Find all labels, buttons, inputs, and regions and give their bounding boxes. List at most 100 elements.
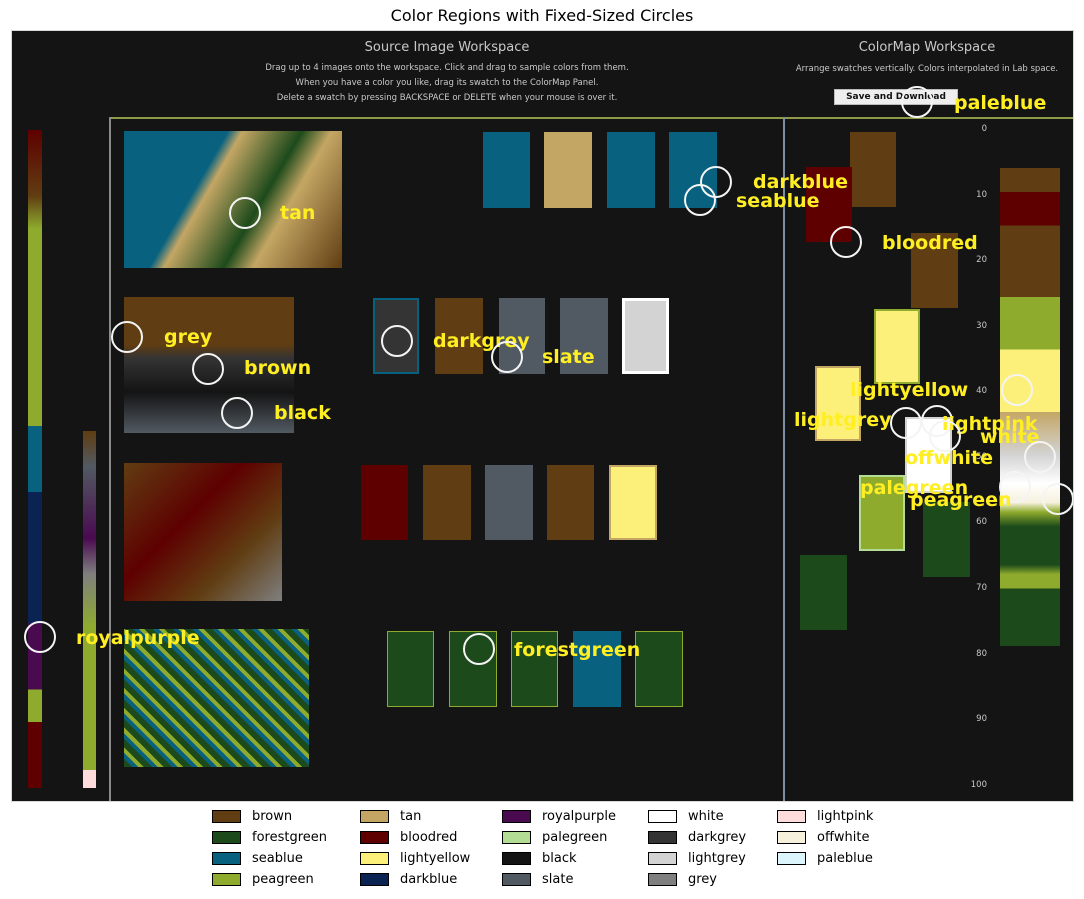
legend-swatch: [777, 831, 806, 844]
circle-tan: [229, 197, 261, 229]
label-slate: slate: [542, 346, 595, 368]
header-divider: [109, 117, 1073, 119]
colormap-strip-right: [83, 431, 96, 788]
legend-item-lightyellow: lightyellow: [360, 848, 502, 869]
legend-label: lightgrey: [688, 851, 746, 866]
circle-palegreen: [999, 471, 1031, 503]
source-instruction-3: Delete a swatch by pressing BACKSPACE or…: [276, 93, 618, 103]
legend-swatch: [502, 810, 531, 823]
label-seablue: seablue: [736, 190, 820, 212]
legend-item-lightgrey: lightgrey: [648, 848, 777, 869]
legend-swatch: [212, 810, 241, 823]
legend-item-darkgrey: darkgrey: [648, 827, 777, 848]
cm-swatch-brown-2[interactable]: [911, 233, 958, 308]
legend-item-peagreen: peagreen: [212, 869, 360, 890]
label-royalpurple: royalpurple: [76, 627, 200, 649]
label-lightpink: lightpink: [942, 413, 1038, 435]
label-bloodred: bloodred: [882, 232, 978, 254]
source-image-3[interactable]: [124, 463, 282, 601]
cm-swatch-forestgreen-2[interactable]: [800, 555, 847, 630]
cm-swatch-lightyellow-1[interactable]: [874, 309, 920, 384]
swatch-lightgrey[interactable]: [622, 298, 669, 374]
colormap-divider: [783, 117, 785, 801]
label-offwhite: offwhite: [905, 447, 994, 469]
legend-label: offwhite: [817, 830, 870, 845]
colormap-tick-70: 70: [976, 583, 987, 593]
legend-swatch: [360, 831, 389, 844]
cm-swatch-lightyellow-2[interactable]: [815, 366, 861, 441]
colormap-tick-0: 0: [981, 124, 987, 134]
colormap-tick-60: 60: [976, 517, 987, 527]
label-peagreen: peagreen: [910, 489, 1012, 511]
legend-item-royalpurple: royalpurple: [502, 806, 648, 827]
legend-label: black: [542, 851, 577, 866]
swatch-slate-2[interactable]: [560, 298, 608, 374]
legend-swatch: [648, 873, 677, 886]
colormap-tick-50: 50: [976, 452, 987, 462]
legend-label: grey: [688, 872, 718, 887]
swatch-brown-2[interactable]: [423, 465, 471, 540]
source-image-1[interactable]: [124, 131, 342, 268]
swatch-forestgreen-1[interactable]: [387, 631, 434, 707]
source-workspace-title: Source Image Workspace: [364, 40, 530, 55]
swatch-slate-3[interactable]: [485, 465, 533, 540]
colormap-tick-100: 100: [970, 780, 987, 790]
circle-lightyellow: [1001, 374, 1033, 406]
swatch-lightyellow[interactable]: [609, 465, 657, 540]
swatch-seablue-1[interactable]: [483, 132, 530, 208]
legend-label: darkgrey: [688, 830, 747, 845]
colormap-tick-30: 30: [976, 321, 987, 331]
source-image-4[interactable]: [124, 629, 309, 767]
legend-item-palegreen: palegreen: [502, 827, 648, 848]
circle-slate: [491, 341, 523, 373]
circle-grey: [111, 321, 143, 353]
colormap-preview-bar: [1000, 168, 1060, 646]
colormap-tick-80: 80: [976, 649, 987, 659]
legend-swatch: [212, 831, 241, 844]
swatch-forestgreen-4[interactable]: [635, 631, 683, 707]
left-divider: [109, 117, 111, 801]
swatch-seablue-4[interactable]: [573, 631, 621, 707]
cm-swatch-forestgreen-1[interactable]: [923, 502, 970, 577]
legend-swatch: [777, 810, 806, 823]
swatch-forestgreen-3[interactable]: [511, 631, 558, 707]
circle-darkblue: [700, 166, 732, 198]
legend-item-grey: grey: [648, 869, 777, 890]
legend-item-slate: slate: [502, 869, 648, 890]
legend-item-lightpink: lightpink: [777, 806, 897, 827]
label-palegreen: palegreen: [860, 477, 969, 499]
label-paleblue: paleblue: [954, 92, 1047, 114]
legend-item-brown: brown: [212, 806, 360, 827]
label-forestgreen: forestgreen: [514, 639, 641, 661]
circle-paleblue: [901, 86, 933, 118]
legend-label: seablue: [252, 851, 303, 866]
legend-label: peagreen: [252, 872, 314, 887]
cm-swatch-brown-1[interactable]: [850, 132, 896, 207]
legend-label: royalpurple: [542, 809, 616, 824]
legend-swatch: [360, 810, 389, 823]
legend-item-tan: tan: [360, 806, 502, 827]
swatch-bloodred[interactable]: [361, 465, 408, 540]
circle-forestgreen: [463, 633, 495, 665]
circle-white: [929, 420, 961, 452]
swatch-seablue-2[interactable]: [607, 132, 655, 208]
swatch-brown-1[interactable]: [435, 298, 483, 374]
legend-swatch: [777, 852, 806, 865]
circle-offwhite: [1024, 441, 1056, 473]
save-download-button[interactable]: Save and Download: [834, 89, 958, 105]
swatch-tan[interactable]: [544, 132, 592, 208]
swatch-brown-3[interactable]: [547, 465, 594, 540]
cm-swatch-palegreen[interactable]: [859, 475, 905, 551]
colormap-strip-left: [28, 130, 42, 788]
circle-brown: [192, 353, 224, 385]
legend-label: brown: [252, 809, 293, 824]
label-lightyellow: lightyellow: [850, 379, 969, 401]
legend-swatch: [648, 831, 677, 844]
label-lightgrey: lightgrey: [794, 409, 892, 431]
legend-label: tan: [400, 809, 422, 824]
legend-label: bloodred: [400, 830, 458, 845]
label-darkblue: darkblue: [753, 171, 848, 193]
legend-item-black: black: [502, 848, 648, 869]
legend-item-paleblue: paleblue: [777, 848, 897, 869]
label-black: black: [274, 402, 331, 424]
